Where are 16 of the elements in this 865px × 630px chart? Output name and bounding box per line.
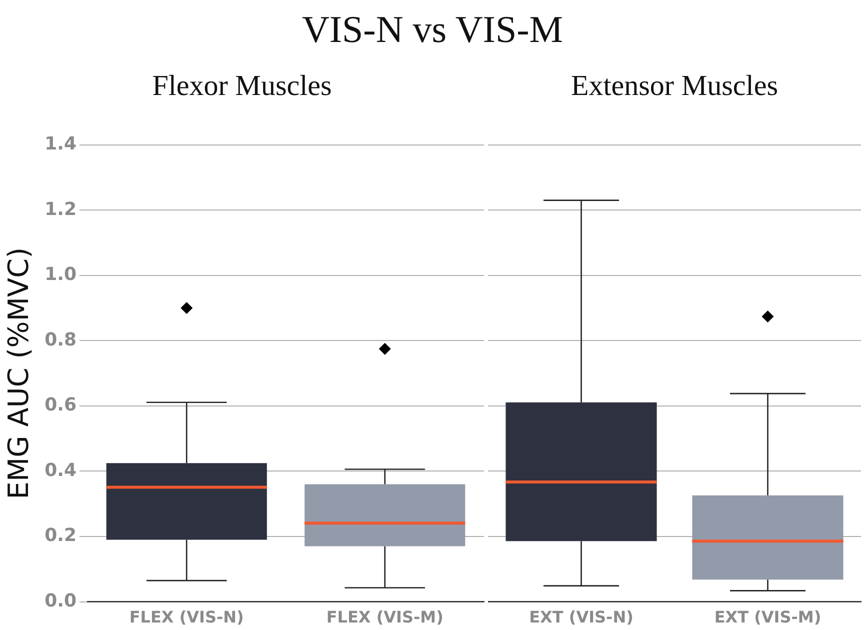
- y-tick-label: 0.6: [44, 394, 76, 416]
- chart-title: Flexor Muscles: [152, 70, 332, 102]
- text: VIS-N vs VIS-M: [300, 8, 564, 52]
- x-tick-label: FLEX (VIS-M): [326, 608, 444, 627]
- x-tick-label: EXT (VIS-M): [714, 608, 822, 627]
- y-tick-label: 1.2: [44, 198, 76, 220]
- y-tick-label: 0.2: [44, 525, 76, 546]
- x-tick-label: EXT (VIS-N): [529, 608, 634, 627]
- y-tick-label: 0.0: [44, 590, 76, 612]
- y-tick-label: 0.8: [44, 329, 76, 350]
- y-axis-title: EMG AUC (%MVC): [2, 247, 36, 500]
- y-tick-label: 1.0: [44, 264, 76, 286]
- y-tick-label: 0.4: [44, 460, 76, 481]
- x-tick-label: FLEX (VIS-N): [129, 608, 244, 627]
- y-tick-label: 1.4: [44, 133, 76, 154]
- chart-title: Extensor Muscles: [571, 70, 778, 102]
